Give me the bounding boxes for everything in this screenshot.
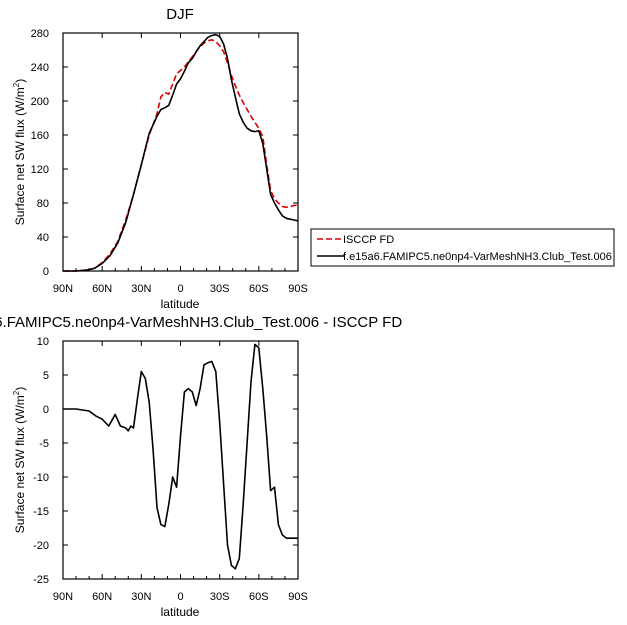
top-series-line-0	[63, 38, 299, 272]
legend: ISCCP FD f.e15a6.FAMIPC5.ne0np4-VarMeshN…	[310, 228, 615, 267]
legend-box	[310, 228, 615, 267]
top-y-axis-label-text: Surface net SW flux (W/m	[13, 87, 27, 225]
top-x-tick-label: 60N	[92, 283, 112, 295]
bottom-y-axis-label: Surface net SW flux (W/m2)	[12, 387, 27, 533]
top-x-tick-label: 60S	[249, 283, 269, 295]
bottom-plot-frame	[62, 340, 299, 580]
bottom-x-axis-label: latitude	[161, 605, 200, 619]
bottom-series-line-0	[63, 343, 298, 570]
bottom-tick-marks: 90N 60N 30N 0 30S 60S 90S -25 -20 -15 -10 -5 0 5 10	[33, 336, 308, 603]
bottom-y-tick-label: 10	[37, 336, 49, 348]
bottom-x-tick-label: 30S	[210, 591, 230, 603]
bottom-y-tick-label: -25	[33, 574, 49, 586]
bottom-x-tick-label: 30N	[131, 591, 151, 603]
bottom-y-tick-label: 0	[43, 404, 49, 416]
top-y-tick-label: 120	[31, 164, 49, 176]
top-y-tick-label: 160	[31, 130, 49, 142]
top-y-tick-label: 40	[37, 232, 49, 244]
top-x-tick-label: 90S	[288, 283, 308, 295]
top-y-tick-label: 80	[37, 198, 49, 210]
bottom-y-axis-label-close: )	[13, 387, 27, 391]
legend-label-isccp-fd: ISCCP FD	[343, 234, 394, 246]
bottom-y-tick-label: -10	[33, 472, 49, 484]
top-x-tick-label: 90N	[53, 283, 73, 295]
top-y-tick-label: 240	[31, 62, 49, 74]
bottom-chart-title: a6.FAMIPC5.ne0np4-VarMeshNH3.Club_Test.0…	[0, 314, 402, 331]
top-x-axis-label: latitude	[161, 297, 200, 311]
top-x-tick-label: 30S	[210, 283, 230, 295]
legend-label-model: f.e15a6.FAMIPC5.ne0np4-VarMeshNH3.Club_T…	[343, 251, 612, 263]
top-plot-area	[63, 33, 299, 272]
top-y-axis-label-superscript: 2	[12, 82, 21, 87]
top-series-line-1	[63, 33, 299, 272]
top-y-tick-label: 200	[31, 96, 49, 108]
bottom-y-axis-label-text: Surface net SW flux (W/m	[13, 395, 27, 533]
top-x-tick-label: 0	[177, 283, 183, 295]
bottom-panel: a6.FAMIPC5.ne0np4-VarMeshNH3.Club_Test.0…	[0, 314, 402, 619]
top-y-axis-label-close: )	[13, 79, 27, 83]
bottom-x-tick-label: 60S	[249, 591, 269, 603]
top-y-axis-label: Surface net SW flux (W/m2)	[12, 79, 27, 225]
bottom-y-tick-label: 5	[43, 370, 49, 382]
top-y-tick-label: 280	[31, 28, 49, 40]
bottom-x-tick-label: 90N	[53, 591, 73, 603]
bottom-x-tick-label: 90S	[288, 591, 308, 603]
top-y-tick-label: 0	[43, 266, 49, 278]
bottom-y-tick-label: -20	[33, 540, 49, 552]
bottom-y-tick-label: -15	[33, 506, 49, 518]
bottom-y-axis-label-superscript: 2	[12, 390, 21, 395]
bottom-x-tick-label: 0	[177, 591, 183, 603]
bottom-plot-area	[63, 343, 298, 570]
top-panel: DJF 90N 60N 30N 0 30S 60S 90S 0 40 80 120 160 200 240…	[12, 6, 308, 311]
top-chart-title: DJF	[166, 6, 194, 23]
top-x-tick-label: 30N	[131, 283, 151, 295]
bottom-x-tick-label: 60N	[92, 591, 112, 603]
bottom-y-tick-label: -5	[39, 438, 49, 450]
top-plot-frame	[62, 32, 299, 272]
top-tick-marks: 90N 60N 30N 0 30S 60S 90S 0 40 80 120 160 200 240 280	[31, 28, 308, 295]
